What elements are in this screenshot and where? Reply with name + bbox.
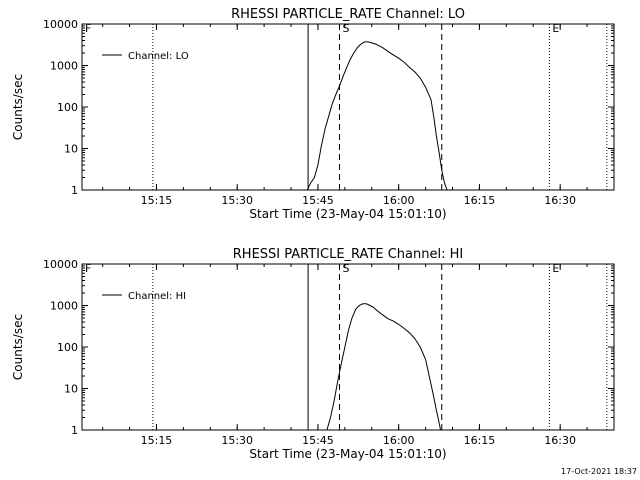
y-tick-label: 10 <box>64 383 78 396</box>
x-tick-label: 15:45 <box>302 434 334 447</box>
y-tick-label: 1000 <box>50 60 78 73</box>
plot-frame <box>81 23 615 191</box>
legend: Channel: LO <box>102 51 189 62</box>
series-line-0 <box>326 303 442 430</box>
y-tick-label: 1 <box>71 424 78 437</box>
footer-timestamp: 17-Oct-2021 18:37 <box>561 467 637 476</box>
event-marker-s: S <box>342 22 349 35</box>
x-tick-label: 16:30 <box>544 434 576 447</box>
y-axis-label: Counts/sec <box>11 314 25 380</box>
x-tick-label: 15:30 <box>221 194 253 207</box>
chart-title: RHESSI PARTICLE_RATE Channel: LO <box>231 7 465 22</box>
x-tick-label: 15:45 <box>302 194 334 207</box>
event-marker-f: F <box>85 22 91 35</box>
legend-label: Channel: HI <box>128 291 186 302</box>
event-marker-e: E <box>552 262 559 275</box>
y-axis-label: Counts/sec <box>11 74 25 140</box>
y-tick-label: 10000 <box>43 18 78 31</box>
x-tick-label: 16:15 <box>464 434 496 447</box>
x-tick-label: 15:30 <box>221 434 253 447</box>
x-tick-label: 16:00 <box>383 194 415 207</box>
lo-channel-panel: RHESSI PARTICLE_RATE Channel: LO F S E 15:15… <box>11 7 615 221</box>
y-tick-label: 10 <box>64 143 78 156</box>
event-marker-s: S <box>342 262 349 275</box>
y-tick-label: 1000 <box>50 300 78 313</box>
event-marker-f: F <box>85 262 91 275</box>
y-tick-label: 1 <box>71 184 78 197</box>
y-tick-label: 10000 <box>43 258 78 271</box>
event-marker-e: E <box>552 22 559 35</box>
x-axis-label: Start Time (23-May-04 15:01:10) <box>249 447 446 461</box>
x-tick-label: 15:15 <box>141 434 173 447</box>
x-tick-label: 15:15 <box>141 194 173 207</box>
chart-title: RHESSI PARTICLE_RATE Channel: HI <box>233 247 463 262</box>
legend-label: Channel: LO <box>128 51 189 62</box>
plot-frame <box>81 263 615 431</box>
y-tick-label: 100 <box>57 101 78 114</box>
x-tick-label: 16:30 <box>544 194 576 207</box>
x-axis-label: Start Time (23-May-04 15:01:10) <box>249 207 446 221</box>
x-tick-label: 16:00 <box>383 434 415 447</box>
legend: Channel: HI <box>102 291 186 302</box>
series-line-0 <box>306 41 448 190</box>
y-tick-label: 100 <box>57 341 78 354</box>
x-tick-label: 16:15 <box>464 194 496 207</box>
hi-channel-panel: RHESSI PARTICLE_RATE Channel: HI F S E 15:15… <box>11 247 615 461</box>
